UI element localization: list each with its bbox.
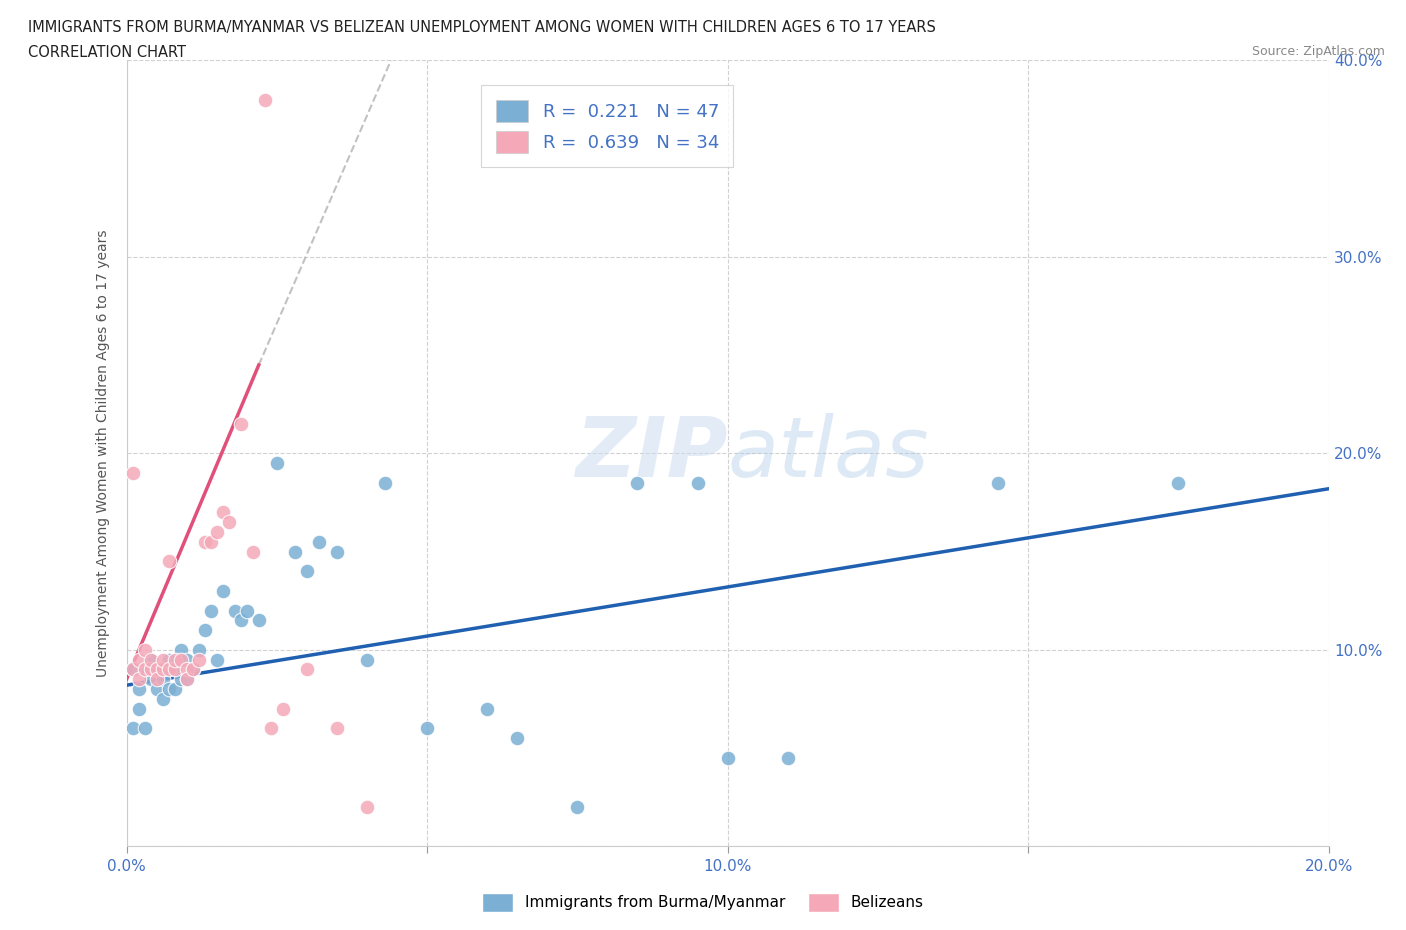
Point — [475, 701, 498, 716]
Point — [176, 662, 198, 677]
Legend: Immigrants from Burma/Myanmar, Belizeans: Immigrants from Burma/Myanmar, Belizeans — [477, 887, 929, 918]
Point — [169, 643, 191, 658]
Point — [163, 682, 186, 697]
Point — [187, 652, 209, 667]
Legend: R =  0.221   N = 47, R =  0.639   N = 34: R = 0.221 N = 47, R = 0.639 N = 34 — [481, 86, 734, 167]
Text: CORRELATION CHART: CORRELATION CHART — [28, 45, 186, 60]
Point — [128, 671, 150, 686]
Point — [200, 535, 222, 550]
Point — [176, 671, 198, 686]
Point — [134, 662, 156, 677]
Text: ZIP: ZIP — [575, 413, 728, 494]
Point — [139, 652, 162, 667]
Point — [145, 671, 167, 686]
Point — [1167, 475, 1189, 490]
Point — [121, 466, 143, 481]
Point — [157, 652, 180, 667]
Point — [169, 652, 191, 667]
Point — [128, 652, 150, 667]
Point — [506, 731, 529, 746]
Point — [260, 721, 283, 736]
Point — [121, 662, 143, 677]
Point — [134, 643, 156, 658]
Point — [374, 475, 396, 490]
Point — [205, 525, 228, 539]
Point — [224, 604, 246, 618]
Point — [987, 475, 1010, 490]
Point — [284, 544, 307, 559]
Point — [121, 662, 143, 677]
Point — [145, 662, 167, 677]
Point — [152, 652, 174, 667]
Point — [416, 721, 439, 736]
Point — [235, 604, 259, 618]
Point — [626, 475, 648, 490]
Point — [194, 535, 217, 550]
Point — [326, 544, 349, 559]
Point — [247, 613, 270, 628]
Point — [152, 692, 174, 707]
Text: Source: ZipAtlas.com: Source: ZipAtlas.com — [1251, 45, 1385, 58]
Point — [134, 662, 156, 677]
Point — [139, 662, 162, 677]
Point — [229, 417, 252, 432]
Point — [187, 643, 209, 658]
Text: atlas: atlas — [728, 413, 929, 494]
Point — [163, 662, 186, 677]
Point — [157, 682, 180, 697]
Point — [152, 671, 174, 686]
Point — [157, 554, 180, 569]
Point — [686, 475, 709, 490]
Point — [211, 583, 233, 598]
Point — [242, 544, 264, 559]
Point — [128, 682, 150, 697]
Point — [176, 652, 198, 667]
Point — [271, 701, 294, 716]
Point — [163, 652, 186, 667]
Point — [308, 535, 330, 550]
Point — [194, 623, 217, 638]
Point — [152, 662, 174, 677]
Point — [326, 721, 349, 736]
Point — [157, 662, 180, 677]
Point — [295, 662, 318, 677]
Point — [776, 751, 799, 765]
Point — [128, 701, 150, 716]
Text: IMMIGRANTS FROM BURMA/MYANMAR VS BELIZEAN UNEMPLOYMENT AMONG WOMEN WITH CHILDREN: IMMIGRANTS FROM BURMA/MYANMAR VS BELIZEA… — [28, 20, 936, 35]
Point — [229, 613, 252, 628]
Point — [205, 652, 228, 667]
Point — [176, 671, 198, 686]
Point — [218, 514, 240, 529]
Point — [266, 456, 288, 471]
Y-axis label: Unemployment Among Women with Children Ages 6 to 17 years: Unemployment Among Women with Children A… — [96, 230, 110, 677]
Point — [253, 92, 276, 107]
Point — [163, 662, 186, 677]
Point — [567, 800, 589, 815]
Point — [145, 682, 167, 697]
Point — [169, 671, 191, 686]
Point — [139, 652, 162, 667]
Point — [145, 662, 167, 677]
Point — [356, 800, 378, 815]
Point — [716, 751, 740, 765]
Point — [181, 662, 204, 677]
Point — [295, 564, 318, 578]
Point — [211, 505, 233, 520]
Point — [356, 652, 378, 667]
Point — [181, 662, 204, 677]
Point — [139, 671, 162, 686]
Point — [134, 721, 156, 736]
Point — [121, 721, 143, 736]
Point — [200, 604, 222, 618]
